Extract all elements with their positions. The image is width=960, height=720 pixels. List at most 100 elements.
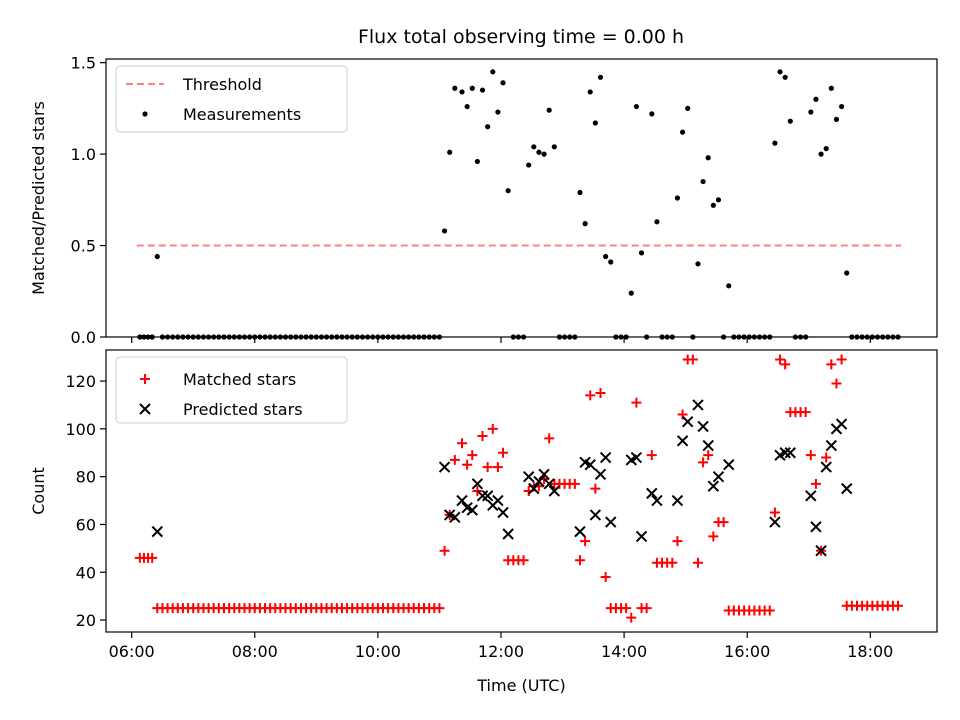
measurement-point [395, 334, 401, 340]
x-tick-label: 18:00 [847, 642, 893, 661]
matched-star-marker [667, 557, 678, 568]
matched-star-marker [147, 552, 158, 563]
measurement-point [577, 189, 583, 196]
measurement-point [654, 219, 660, 225]
matched-star-marker [687, 354, 698, 365]
predicted-star-marker [497, 506, 509, 519]
predicted-star-marker [681, 415, 694, 428]
predicted-star-marker [697, 420, 709, 433]
legend-matched-label: Matched stars [183, 370, 296, 389]
x-tick-label: 10:00 [355, 642, 401, 661]
x-axis-label: Time (UTC) [476, 676, 565, 695]
measurement-point [782, 74, 788, 80]
matched-star-marker [467, 450, 478, 461]
measurement-point [459, 89, 465, 95]
measurement-point [859, 334, 865, 340]
measurement-point [777, 69, 783, 75]
legend-predicted-label: Predicted stars [183, 400, 303, 419]
measurement-point [385, 334, 391, 340]
measurement-point [479, 87, 486, 93]
predicted-star-marker [599, 451, 612, 464]
y-tick-label: 20 [76, 611, 96, 630]
predicted-star-marker [835, 418, 848, 430]
predicted-star-marker [692, 399, 704, 411]
predicted-star-marker [646, 487, 658, 500]
measurement-point [464, 103, 470, 110]
predicted-star-marker [702, 439, 714, 452]
measurement-point [880, 334, 886, 340]
measurement-point [426, 334, 432, 340]
measurement-point [175, 334, 181, 340]
matched-star-marker [692, 557, 703, 568]
matched-star-marker [708, 531, 719, 542]
matched-star-marker [831, 378, 842, 389]
measurement-point [416, 334, 422, 340]
predicted-star-marker [676, 435, 689, 447]
measurement-point [828, 85, 834, 91]
matched-star-marker [810, 478, 821, 489]
measurement-point [313, 334, 319, 340]
measurement-point [406, 334, 412, 340]
predicted-star-marker [584, 459, 596, 471]
predicted-star-marker [548, 485, 561, 497]
measurement-point [746, 334, 752, 340]
matched-star-marker [456, 438, 467, 449]
measurement-point [154, 253, 160, 260]
measurement-point [370, 334, 376, 340]
measurement-point [236, 334, 242, 340]
measurement-point [288, 334, 294, 340]
measurement-point [736, 334, 742, 340]
measurement-point [633, 103, 640, 110]
matched-star-marker [698, 457, 709, 468]
measurement-point [431, 334, 437, 340]
measurement-point [221, 334, 227, 340]
y-tick-label: 60 [76, 515, 96, 534]
matched-star-marker [482, 462, 493, 473]
legend-measurements-label: Measurements [183, 105, 301, 124]
measurement-point [149, 334, 155, 340]
measurement-point [490, 69, 496, 75]
measurement-point [864, 334, 870, 340]
measurement-point [262, 334, 268, 340]
measurement-point [767, 334, 773, 340]
measurement-point [469, 85, 475, 91]
measurement-point [531, 144, 537, 150]
measurement-point [705, 155, 711, 161]
measurement-point [644, 334, 650, 340]
predicted-star-marker [769, 516, 781, 528]
measurement-point [710, 202, 716, 208]
predicted-star-marker [528, 482, 540, 495]
measurement-point [510, 334, 516, 340]
measurement-point [190, 334, 196, 340]
matched-star-marker [492, 462, 503, 473]
y-tick-label: 100 [65, 420, 96, 439]
measurement-point [741, 334, 747, 340]
measurement-point [526, 162, 532, 168]
measurement-point [170, 334, 176, 340]
measurement-point [721, 334, 727, 340]
matched-star-marker [595, 388, 606, 399]
predicted-star-marker [492, 494, 504, 507]
predicted-star-marker [456, 494, 468, 507]
predicted-star-marker [449, 511, 461, 523]
measurement-point [318, 334, 325, 340]
matched-star-marker [574, 555, 585, 566]
y-tick-label: 80 [76, 468, 96, 487]
measurement-point [813, 96, 819, 102]
measurement-point [298, 334, 304, 340]
measurement-point [252, 334, 258, 340]
matched-star-marker [626, 612, 637, 623]
measurement-point [674, 195, 681, 201]
matched-star-marker [893, 600, 904, 611]
measurement-point [495, 109, 501, 115]
x-tick-label: 12:00 [478, 642, 524, 661]
measurement-point [200, 334, 207, 340]
measurement-point [726, 283, 732, 289]
measurement-point [282, 334, 289, 340]
x-tick-label: 06:00 [109, 642, 155, 661]
legend-box [115, 65, 348, 133]
measurement-point [216, 334, 222, 340]
measurement-point [546, 107, 552, 113]
measurement-point [803, 334, 809, 340]
